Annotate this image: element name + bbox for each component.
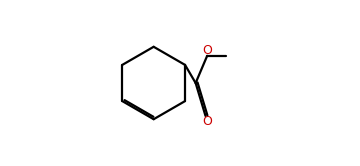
Text: O: O xyxy=(203,115,213,128)
Text: O: O xyxy=(203,44,213,57)
